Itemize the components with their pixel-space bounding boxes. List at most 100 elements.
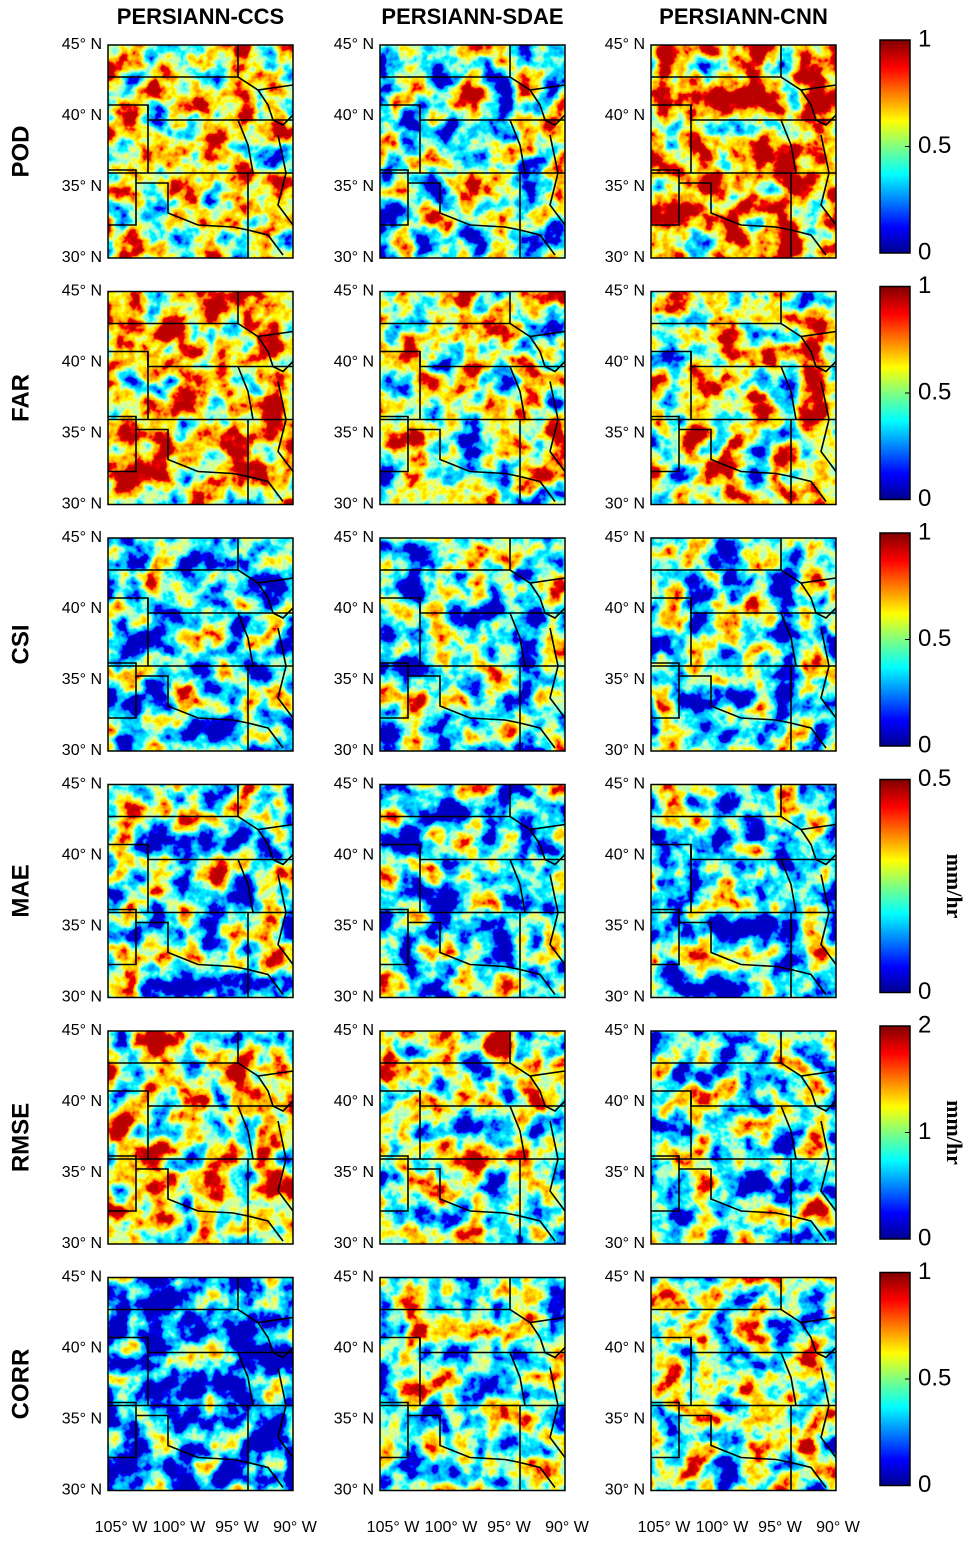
lat-label: 40° N (334, 1093, 374, 1110)
colorbar-tick-label: 0 (918, 485, 931, 512)
lat-label: 40° N (62, 600, 102, 617)
colorbar-tick-label: 1 (918, 25, 931, 52)
lat-label: 30° N (605, 1235, 645, 1252)
lat-label: 35° N (334, 671, 374, 688)
lat-label: 30° N (62, 742, 102, 759)
lat-label: 30° N (334, 496, 374, 513)
colorbar-tick-label: 0.5 (918, 132, 951, 159)
map-frame (650, 290, 837, 506)
column-title: PERSIANN-CNN (659, 4, 828, 29)
map-frame (650, 783, 837, 999)
map-frame (379, 1276, 566, 1492)
lat-label: 40° N (605, 107, 645, 124)
map-field (380, 1031, 565, 1244)
colorbar-tick-label: 2 (918, 1011, 931, 1038)
lat-label: 40° N (605, 847, 645, 864)
lon-label: 95° W (758, 1519, 803, 1536)
lat-label: 40° N (605, 1093, 645, 1110)
lat-label: 40° N (334, 107, 374, 124)
map-field (651, 784, 836, 998)
lat-label: 35° N (62, 1164, 102, 1181)
lat-label: 30° N (62, 496, 102, 513)
lat-label: 30° N (62, 1482, 102, 1499)
lat-label: 45° N (62, 36, 102, 53)
lat-label: 30° N (62, 1235, 102, 1252)
colorbar-tick-label: 0 (918, 978, 931, 1005)
lat-label: 35° N (605, 178, 645, 195)
lat-label: 45° N (334, 1022, 374, 1039)
colorbar-tick-label: 1 (918, 1118, 931, 1145)
lat-label: 40° N (62, 1340, 102, 1357)
lon-label: 105° W (367, 1519, 421, 1536)
lat-label: 35° N (334, 425, 374, 442)
lat-label: 40° N (334, 600, 374, 617)
map-frame (107, 1276, 294, 1492)
lat-label: 40° N (334, 847, 374, 864)
lon-label: 100° W (425, 1519, 479, 1536)
row-label: MAE (7, 864, 34, 917)
map-field (380, 1277, 565, 1491)
colorbar-tick-label: 1 (918, 272, 931, 299)
lat-label: 30° N (334, 742, 374, 759)
lat-label: 45° N (605, 1022, 645, 1039)
lat-label: 30° N (605, 249, 645, 266)
map-frame (650, 537, 837, 752)
map-frame (379, 44, 566, 259)
colorbar-tick-label: 0.5 (918, 1364, 951, 1391)
lat-label: 40° N (62, 107, 102, 124)
lat-label: 30° N (605, 496, 645, 513)
colorbar-tick-label: 0.5 (918, 765, 951, 792)
lat-label: 45° N (605, 529, 645, 546)
lat-label: 30° N (334, 989, 374, 1006)
lat-label: 35° N (62, 671, 102, 688)
lat-label: 40° N (62, 1093, 102, 1110)
map-frame (107, 783, 294, 999)
lat-label: 35° N (605, 918, 645, 935)
colorbar-tick-label: 0 (918, 238, 931, 265)
lat-label: 35° N (605, 1411, 645, 1428)
map-frame (107, 290, 294, 506)
column-title: PERSIANN-SDAE (381, 4, 563, 29)
colorbar-tick-label: 1 (918, 518, 931, 545)
row-label: RMSE (7, 1103, 34, 1172)
colorbar-tick-label: 1 (918, 1258, 931, 1285)
lat-label: 45° N (62, 776, 102, 793)
map-frame (650, 44, 837, 259)
lon-label: 95° W (487, 1519, 532, 1536)
map-field (380, 45, 565, 258)
lat-label: 40° N (62, 847, 102, 864)
map-frame (379, 1030, 566, 1245)
colorbar-tick-label: 0 (918, 1471, 931, 1498)
map-field (380, 538, 565, 751)
lon-label: 105° W (638, 1519, 692, 1536)
map-field (651, 1277, 836, 1491)
map-frame (379, 537, 566, 752)
lat-label: 30° N (334, 249, 374, 266)
map-frame (650, 1030, 837, 1245)
lon-label: 90° W (816, 1519, 861, 1536)
lat-label: 40° N (62, 354, 102, 371)
map-field (651, 1031, 836, 1244)
lat-label: 45° N (334, 36, 374, 53)
lat-label: 30° N (605, 1482, 645, 1499)
map-field (108, 1277, 293, 1491)
lat-label: 45° N (62, 283, 102, 300)
lat-label: 35° N (334, 918, 374, 935)
lon-label: 95° W (215, 1519, 260, 1536)
map-frame (107, 537, 294, 752)
lat-label: 35° N (605, 671, 645, 688)
map-field (108, 291, 293, 505)
map-frame (107, 44, 294, 259)
lat-label: 45° N (62, 1269, 102, 1286)
lat-label: 30° N (334, 1482, 374, 1499)
lat-label: 35° N (62, 1411, 102, 1428)
colorbar-tick-label: 0.5 (918, 378, 951, 405)
lat-label: 30° N (62, 989, 102, 1006)
lon-label: 90° W (273, 1519, 318, 1536)
map-field (108, 1031, 293, 1244)
lat-label: 40° N (605, 600, 645, 617)
colorbar-unit: mm/hr (942, 1100, 967, 1165)
row-label: FAR (7, 374, 34, 422)
map-field (108, 784, 293, 998)
map-field (651, 45, 836, 258)
